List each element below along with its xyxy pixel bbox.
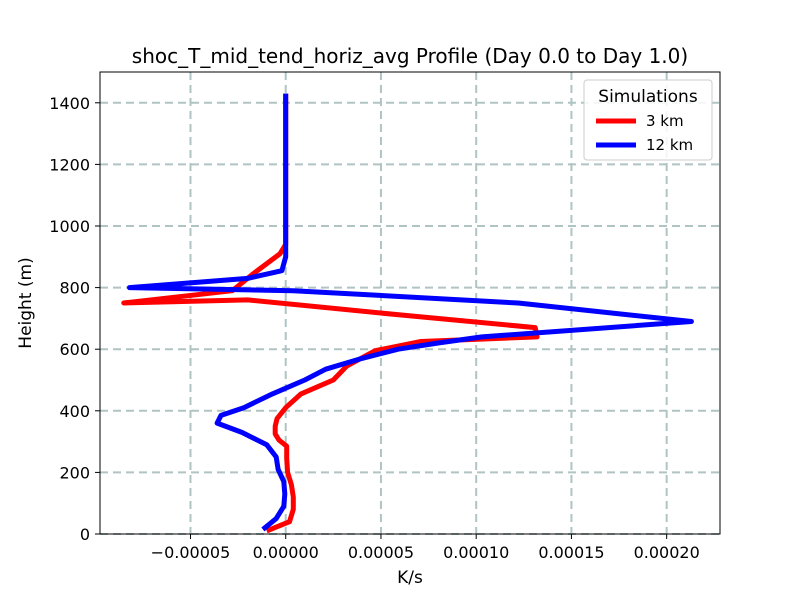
y-tick-label: 800	[59, 279, 90, 298]
series-line-1	[121, 93, 540, 534]
y-tick-label: 1000	[49, 217, 90, 236]
axis-ticks: −0.00005 0.00000 0.00005 0.00010 0.00015 0.00…	[49, 94, 699, 562]
x-tick-label: 0.00010	[443, 543, 509, 562]
legend-entries: 3 km 12 km	[596, 112, 693, 154]
x-tick-label: −0.00005	[151, 543, 231, 562]
axes-frame	[99, 71, 721, 535]
x-tick-label: 0.00000	[253, 543, 319, 562]
x-axis-label: K/s	[397, 568, 423, 588]
legend: Simulations 3 km 12 km	[583, 79, 713, 161]
x-tick-label: 0.00020	[634, 543, 700, 562]
y-tick-label: 1200	[49, 155, 90, 174]
series-lines	[121, 93, 694, 534]
legend-title: Simulations	[598, 87, 698, 107]
legend-label-1: 3 km	[646, 112, 684, 130]
x-tick-label: 0.00015	[538, 543, 604, 562]
y-axis-label: Height (m)	[16, 257, 36, 348]
legend-box	[583, 79, 713, 161]
y-tick-label: 1400	[49, 94, 90, 113]
legend-label-2: 12 km	[646, 136, 693, 154]
series-line-2	[127, 93, 694, 532]
y-tick-label: 600	[59, 340, 90, 359]
y-tick-label: 0	[80, 525, 90, 544]
chart-title: shoc_T_mid_tend_horiz_avg Profile (Day 0…	[132, 44, 688, 68]
y-tick-label: 200	[59, 463, 90, 482]
y-tick-label: 400	[59, 402, 90, 421]
x-tick-label: 0.00005	[348, 543, 414, 562]
